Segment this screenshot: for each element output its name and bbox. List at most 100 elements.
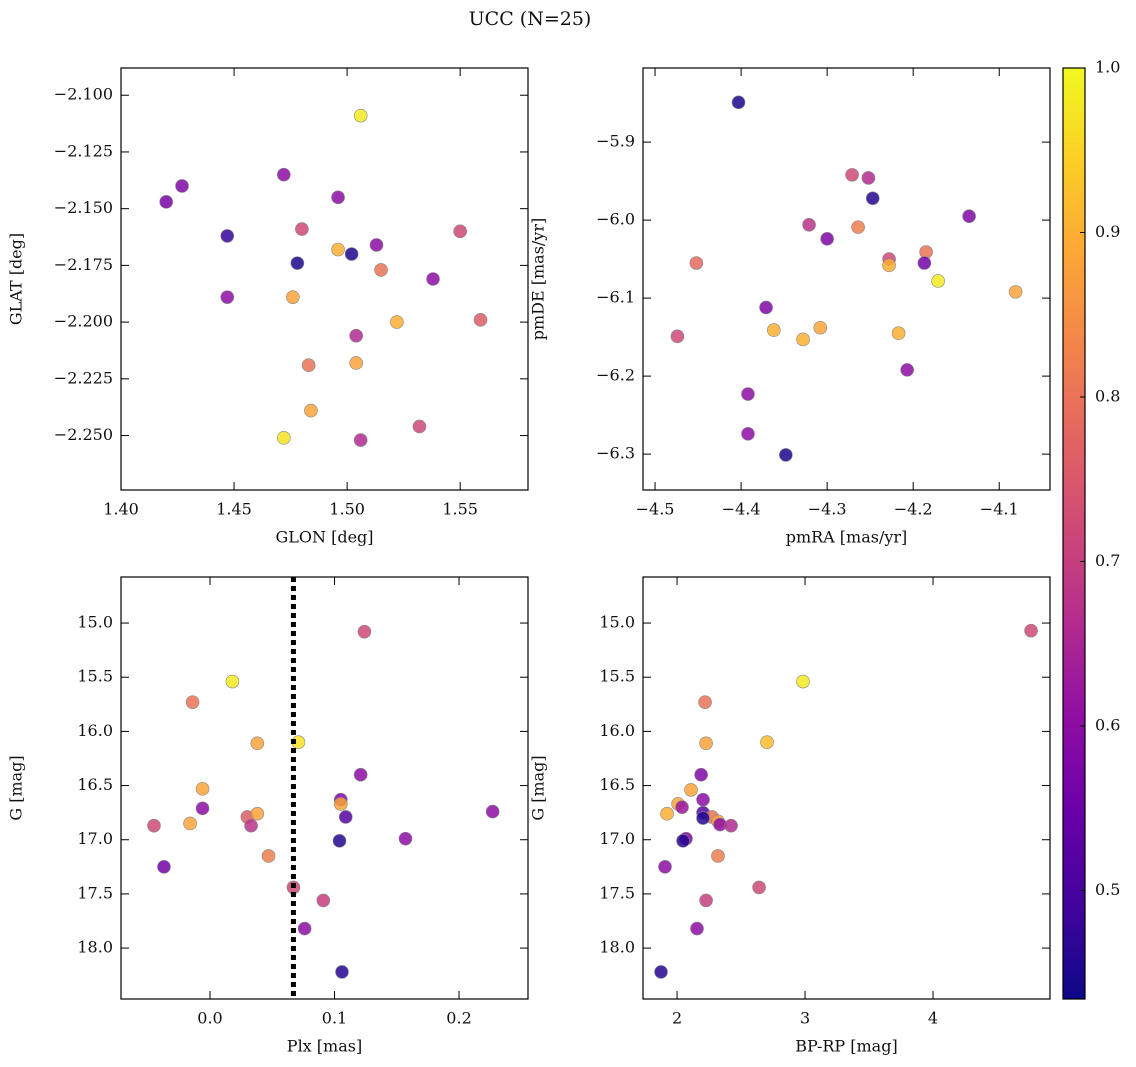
scatter-point (369, 238, 384, 252)
scatter-point (741, 387, 755, 401)
y-tick-label: 17.5 (599, 883, 635, 902)
scatter-point (147, 818, 161, 833)
y-tick-label: 15.0 (77, 613, 113, 632)
scatter-point (684, 783, 698, 797)
scatter-point (316, 893, 331, 908)
scatter-point (689, 256, 704, 270)
y-tick-label: 17.5 (77, 883, 113, 902)
x-tick-label: −4.4 (722, 500, 761, 519)
subplot: 2 3 4 15.0 15.5 16.0 16.5 17.0 17.5 18.0 BP-RP [ma… (529, 576, 1051, 1056)
scatter-point (931, 274, 945, 288)
scatter-point (796, 332, 810, 347)
scatter-point (195, 801, 210, 816)
scatter-point (353, 767, 368, 782)
x-tick-label: −4.2 (894, 500, 933, 519)
scatter-point (845, 168, 859, 182)
scatter-point (357, 624, 372, 639)
x-tick-label: 0.0 (197, 1009, 222, 1028)
y-tick-label: −2.250 (54, 425, 113, 444)
x-tick-label: 0.1 (322, 1009, 347, 1028)
subplot: 0.0 0.1 0.2 15.0 15.5 16.0 16.5 17.0 17.5 18.0 Plx… (7, 576, 529, 1056)
scatter-point (485, 804, 500, 819)
scatter-point (696, 792, 710, 807)
scatter-point (766, 323, 781, 337)
scatter-point (865, 191, 880, 206)
scatter-point (276, 167, 291, 182)
scatter-point (851, 220, 865, 234)
y-tick-label: 17.0 (599, 829, 635, 848)
subplot: −4.5 −4.4 −4.3 −4.2 −4.1 −5.9 −6.0 −6.1 −6.2 −6.3… (529, 67, 1051, 547)
scatter-point (900, 363, 914, 377)
scatter-point (699, 736, 713, 751)
scatter-point (473, 313, 488, 327)
x-tick-label: −4.3 (808, 500, 847, 519)
x-tick-label: 2 (672, 1009, 682, 1028)
scatter-point (760, 735, 774, 750)
x-tick-label: 1.55 (442, 500, 478, 519)
scatter-point (353, 433, 368, 447)
scatter-point (1008, 285, 1023, 299)
scatter-point (220, 290, 235, 304)
scatter-point (796, 674, 810, 689)
scatter-point (332, 834, 347, 848)
x-axis-label: BP-RP [mag] (795, 1037, 897, 1056)
y-tick-label: −6.0 (596, 210, 635, 229)
scatter-point (654, 965, 668, 979)
scatter-point (696, 811, 710, 825)
scatter-point (331, 242, 345, 257)
y-tick-label: −2.150 (54, 198, 113, 217)
scatter-point (276, 431, 291, 445)
scatter-point (185, 695, 200, 709)
x-tick-label: 1.40 (103, 500, 139, 519)
scatter-point (660, 806, 674, 821)
scatter-point (333, 797, 348, 811)
scatter-point (390, 315, 404, 329)
scatter-point (195, 782, 210, 796)
scatter-point (304, 403, 318, 418)
x-axis-label: pmRA [mas/yr] (786, 528, 908, 547)
x-tick-label: 3 (800, 1009, 810, 1028)
x-tick-label: 1.45 (216, 500, 252, 519)
scatter-point (690, 921, 704, 936)
y-tick-label: 18.0 (599, 938, 635, 957)
y-tick-label: 15.5 (77, 667, 113, 686)
scatter-point (349, 356, 363, 370)
x-tick-label: 4 (928, 1009, 938, 1028)
scatter-point (331, 190, 345, 205)
scatter-point (225, 674, 240, 689)
scatter-point (157, 860, 171, 874)
scatter-point (861, 171, 876, 185)
scatter-point (412, 419, 427, 434)
scatter-point (295, 222, 309, 236)
y-axis-label: GLAT [deg] (7, 233, 26, 325)
scatter-point (349, 328, 363, 343)
colorbar-tick-label: 0.8 (1095, 386, 1120, 405)
scatter-point (675, 800, 689, 815)
scatter-point (670, 329, 685, 344)
x-tick-label: −4.5 (636, 500, 675, 519)
colorbar-tick-label: 0.7 (1095, 551, 1120, 570)
colorbar-tick-label: 0.6 (1095, 715, 1120, 734)
subplot: 1.40 1.45 1.50 1.55 −2.100 −2.125 −2.150 −2.175… (7, 67, 529, 547)
scatter-point (220, 229, 235, 243)
scatter-point (175, 179, 189, 193)
y-tick-label: −2.200 (54, 312, 113, 331)
figure-title: UCC (N=25) (469, 8, 592, 30)
scatter-point (962, 209, 976, 224)
scatter-point (183, 816, 197, 831)
scatter-point (453, 224, 467, 239)
plot-frame (120, 67, 529, 491)
scatter-point (676, 834, 690, 848)
y-tick-label: −6.3 (596, 444, 635, 463)
scatter-point (1024, 623, 1038, 638)
scatter-point (917, 256, 932, 270)
scatter-point (711, 849, 725, 863)
y-tick-label: −6.2 (596, 366, 635, 385)
y-tick-label: 16.0 (77, 721, 113, 740)
y-tick-label: −6.1 (596, 288, 635, 307)
plot-frame (642, 67, 1051, 491)
y-tick-label: −2.225 (54, 368, 113, 387)
scatter-point (286, 290, 300, 304)
scatter-point (301, 358, 316, 373)
x-axis-label: Plx [mas] (287, 1037, 362, 1056)
